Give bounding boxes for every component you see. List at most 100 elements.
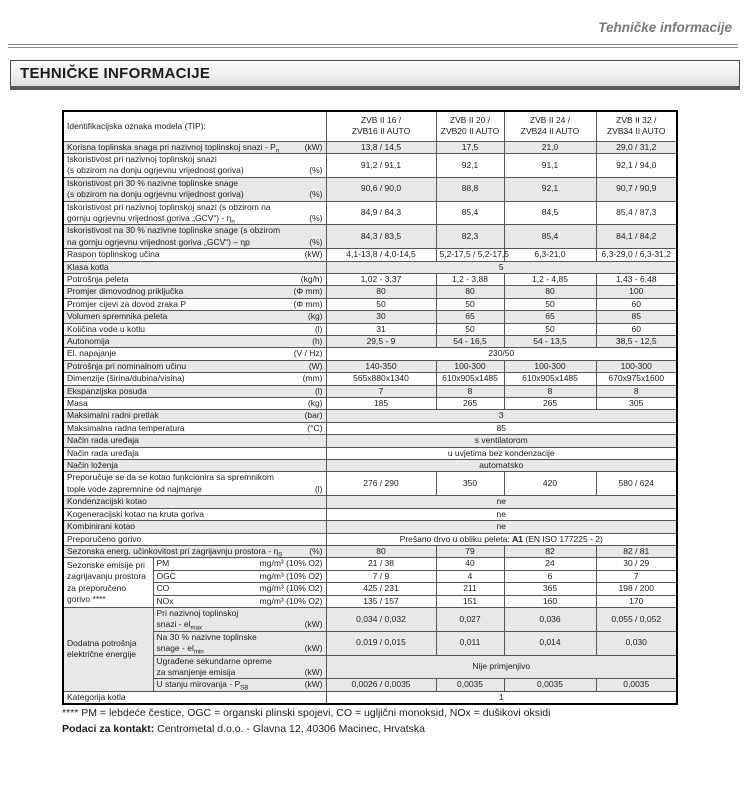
row-value: 0,036 bbox=[503, 606, 597, 632]
table-row: Potrošnja peleta (kg/h) 1,02 - 3,37 1,2 - 3… bbox=[62, 272, 678, 287]
row-value: 425 / 231 bbox=[325, 582, 437, 596]
row-value: 60 bbox=[595, 322, 678, 337]
table-row: Kategorija kotla 1 bbox=[62, 690, 678, 705]
page-header-right: Tehničke informacije bbox=[598, 20, 732, 35]
row-value: 50 bbox=[325, 297, 437, 312]
row-value: 0,0035 bbox=[503, 678, 597, 692]
row-value: 1,43 - 6,48 bbox=[595, 272, 678, 287]
row-value: 140-350 bbox=[325, 359, 437, 374]
row-value: 1,2 - 3,88 bbox=[435, 272, 505, 287]
sub-row-label: Pri nazivnoj toplinskoj snazi - elmax (kW) bbox=[152, 606, 327, 632]
row-value: 100-300 bbox=[503, 359, 597, 374]
row-value: 6 bbox=[503, 569, 597, 584]
row-value: 17,5 bbox=[435, 140, 505, 154]
row-value: 100 bbox=[595, 285, 678, 299]
row-value: 80 bbox=[325, 544, 437, 559]
table-row: Kogeneracijski kotao na kruta goriva ne bbox=[62, 507, 678, 522]
row-span-value: automatsko bbox=[325, 459, 678, 473]
row-label: Masa (kg) bbox=[62, 397, 327, 411]
row-value: 185 bbox=[325, 397, 437, 411]
row-value: 92,1 / 94,0 bbox=[595, 152, 678, 178]
table-row: Sezonska energ. učinkovitost pri zagrija… bbox=[62, 544, 678, 559]
row-value: 0,027 bbox=[435, 606, 505, 632]
row-value: 0,019 / 0,015 bbox=[325, 630, 437, 656]
table-row: Iskoristivost pri nazivnoj toplinskoj sn… bbox=[62, 152, 678, 178]
row-value: 54 - 16,5 bbox=[435, 334, 505, 349]
table-row: Kombinirani kotao ne bbox=[62, 520, 678, 534]
table-row: Ugrađene sekundarne opreme za smanjenje e… bbox=[63, 654, 678, 680]
row-value: 90,7 / 90,9 bbox=[595, 176, 678, 202]
row-label: Maksimalna radna temperatura (°C) bbox=[62, 421, 327, 436]
row-label: Iskoristivost na 30 % nazivne toplinske … bbox=[62, 224, 327, 250]
row-value: 21,0 bbox=[503, 140, 597, 154]
row-value: 91,1 bbox=[503, 152, 597, 178]
row-value: 84,5 bbox=[503, 200, 597, 226]
row-value: 6,3-29,0 / 6,3-31,2 bbox=[595, 248, 678, 262]
row-value: 85,4 bbox=[435, 200, 505, 226]
row-span-value: Prešano drvo u obliku peleta: A1 (EN ISO… bbox=[325, 532, 678, 546]
row-span-value: 3 bbox=[325, 409, 678, 423]
row-value: 265 bbox=[503, 397, 597, 411]
row-value: 31 bbox=[325, 322, 437, 337]
contact-text: Centrometal d.o.o. - Glavna 12, 40306 Ma… bbox=[154, 723, 426, 735]
row-label: Maksimalni radni pretlak (bar) bbox=[62, 409, 327, 423]
row-value: 135 / 157 bbox=[325, 594, 437, 608]
table-row: U stanju mirovanja - PSB (kW) 0,0026 / 0,0… bbox=[63, 678, 678, 692]
sub-row-label: U stanju mirovanja - PSB (kW) bbox=[152, 678, 327, 692]
table-row: Raspon toplinskog učina (kW) 4,1-13,8 / 4,… bbox=[62, 248, 678, 262]
row-value: 90,6 / 90,0 bbox=[325, 176, 437, 202]
row-value: 100-300 bbox=[595, 359, 678, 374]
sub-row-label: Ugrađene sekundarne opreme za smanjenje e… bbox=[152, 654, 327, 680]
table-row: Volumen spremnika peleta (kg) 30 65 65 85 bbox=[62, 310, 678, 324]
row-value: 151 bbox=[435, 594, 505, 608]
row-value: 91,2 / 91,1 bbox=[325, 152, 437, 178]
model-column-header: ZVB II 32 /ZVB34 II AUTO bbox=[595, 110, 678, 142]
row-value: 84,1 / 84,2 bbox=[595, 224, 678, 250]
table-row: Ekspanzijska posuda (l) 7 8 8 8 bbox=[62, 384, 678, 399]
sub-row-label: Na 30 % nazivne toplinske snage - elmin (k… bbox=[152, 630, 327, 656]
model-column-header: ZVB II 20 /ZVB20 II AUTO bbox=[435, 110, 505, 142]
table-row: Iskoristivost na 30 % nazivne toplinske … bbox=[62, 224, 678, 250]
row-value: 92,1 bbox=[503, 176, 597, 202]
row-label: Sezonska energ. učinkovitost pri zagrija… bbox=[62, 544, 327, 559]
row-value: 82,3 bbox=[435, 224, 505, 250]
group-label: Dodatna potrošnja električne energije bbox=[62, 606, 154, 692]
row-value: 24 bbox=[503, 557, 597, 571]
row-value: 170 bbox=[595, 594, 678, 608]
row-value: 88,8 bbox=[435, 176, 505, 202]
row-value: 5,2-17,5 / 5,2-17,5 bbox=[435, 248, 509, 262]
row-value: 1,02 - 3,37 bbox=[325, 272, 437, 287]
row-value: 350 bbox=[435, 471, 505, 497]
table-row: NOx mg/m³ (10% O2) 135 / 157 151 160 170 bbox=[63, 594, 678, 608]
row-value: 85,4 bbox=[503, 224, 597, 250]
row-span-value: s ventilatorom bbox=[325, 434, 678, 448]
row-label: Dimenzije (širina/dubina/visina) (mm) bbox=[62, 372, 327, 386]
row-value: 610x905x1485 bbox=[435, 372, 505, 386]
sub-row-label: CO mg/m³ (10% O2) bbox=[152, 582, 327, 596]
row-value: 0,034 / 0,032 bbox=[325, 606, 437, 632]
row-value: 65 bbox=[503, 310, 597, 324]
row-value: 65 bbox=[435, 310, 505, 324]
table-row: Maksimalni radni pretlak (bar) 3 bbox=[62, 409, 678, 423]
row-value: 50 bbox=[503, 322, 597, 337]
row-span-value: 230/50 bbox=[325, 347, 678, 361]
row-label: Kombinirani kotao bbox=[62, 520, 327, 534]
row-value: 82 / 81 bbox=[595, 544, 678, 559]
row-label: Autonomija (h) bbox=[62, 334, 327, 349]
row-value: 420 bbox=[503, 471, 597, 497]
row-label: Promjer cijevi za dovod zraka P (Φ mm) bbox=[62, 297, 327, 312]
sub-row-label: NOx mg/m³ (10% O2) bbox=[152, 594, 327, 608]
row-value: 50 bbox=[503, 297, 597, 312]
row-label: Volumen spremnika peleta (kg) bbox=[62, 310, 327, 324]
row-value: 8 bbox=[435, 384, 505, 399]
row-value: 13,8 / 14,5 bbox=[325, 140, 437, 154]
sub-row-label: OGC mg/m³ (10% O2) bbox=[152, 569, 327, 584]
table-row: El. napajanje (V / Hz) 230/50 bbox=[62, 347, 678, 361]
table-header-row: Identifikacijska oznaka modela (TIP): ZVB… bbox=[62, 110, 678, 142]
model-id-label: Identifikacijska oznaka modela (TIP): bbox=[62, 110, 327, 142]
row-label: Klasa kotla bbox=[62, 260, 327, 274]
row-label: Količina vode u kotlu (l) bbox=[62, 322, 327, 337]
row-label: Raspon toplinskog učina (kW) bbox=[62, 248, 327, 262]
row-value: 0,0035 bbox=[435, 678, 505, 692]
